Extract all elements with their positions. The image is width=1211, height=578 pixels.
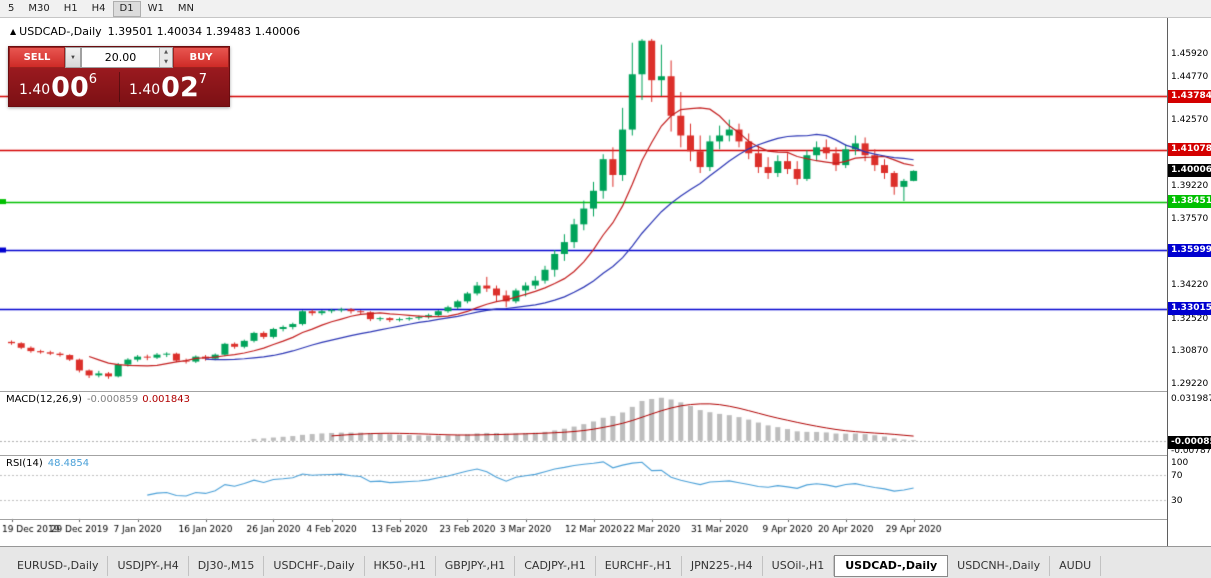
rsi-name: RSI(14): [6, 458, 43, 469]
buy-price-big: 02: [161, 72, 199, 103]
macd-indicator-label: MACD(12,26,9) -0.000859 0.001843: [6, 394, 190, 405]
chart-tab-usdjpy-h4[interactable]: USDJPY-,H4: [108, 555, 189, 576]
timeframe-button-H1[interactable]: H1: [63, 2, 78, 14]
sell-price-pip: 6: [88, 72, 98, 87]
chart-tab-gbpjpy-h1[interactable]: GBPJPY-,H1: [436, 555, 516, 576]
price-axis-label: 1.39220: [1171, 181, 1209, 192]
sell-price-big: 00: [51, 72, 89, 103]
up-triangle-icon: ▲: [10, 27, 17, 36]
volume-input[interactable]: 20.00 ▲ ▼: [81, 47, 173, 68]
timeframe-button-M30[interactable]: M30: [28, 2, 50, 14]
chart-tab-usdcnh-daily[interactable]: USDCNH-,Daily: [948, 555, 1051, 576]
price-axis: 1.45920 1.44770 1.42570 1.39220 1.37570 1.342…: [1167, 18, 1211, 546]
price-axis-label: 1.29220: [1171, 378, 1209, 389]
rsi-indicator-label: RSI(14) 48.4854: [6, 458, 89, 469]
timeframe-button-5[interactable]: 5: [8, 2, 15, 14]
price-axis-label: 1.30870: [1171, 346, 1209, 357]
current-price-badge: 1.40006: [1168, 164, 1211, 178]
spinner-up-icon[interactable]: ▲: [160, 48, 172, 58]
timeframe-button-MN[interactable]: MN: [177, 2, 194, 14]
ohlc-values: 1.39501 1.40034 1.39483 1.40006: [107, 25, 301, 38]
buy-price-prefix: 1.40: [129, 82, 161, 98]
chart-tab-cadjpy-h1[interactable]: CADJPY-,H1: [515, 555, 596, 576]
timeframe-button-W1[interactable]: W1: [147, 2, 164, 14]
chevron-down-icon: ▼: [70, 54, 76, 61]
buy-price-pip: 7: [198, 72, 208, 87]
chart-tab-usoil-h1[interactable]: USOil-,H1: [763, 555, 835, 576]
rsi-value: 48.4854: [47, 458, 90, 469]
macd-axis-min: -0.007875: [1171, 446, 1211, 456]
price-axis-label: 1.44770: [1171, 71, 1209, 82]
panel-separator-macd[interactable]: [0, 391, 1211, 392]
chart-tab-hk50-h1[interactable]: HK50-,H1: [365, 555, 436, 576]
macd-main-value: -0.000859: [86, 394, 139, 405]
level-price-badge: 1.43784: [1168, 89, 1211, 103]
chart-tab-eurusd-daily[interactable]: EURUSD-,Daily: [8, 555, 109, 576]
chart-tab-dj30-m15[interactable]: DJ30-,M15: [189, 555, 265, 576]
level-price-badge: 1.35999: [1168, 243, 1211, 257]
volume-dropdown-button[interactable]: ▼: [65, 47, 81, 68]
macd-axis-max: 0.031987: [1171, 394, 1211, 404]
level-price-badge: 1.38451: [1168, 195, 1211, 209]
chart-symbol-title: USDCAD-,Daily: [19, 25, 102, 38]
sell-price-prefix: 1.40: [19, 82, 51, 98]
timeframe-button-D1[interactable]: D1: [112, 0, 141, 17]
chart-tab-usdchf-daily[interactable]: USDCHF-,Daily: [264, 555, 365, 576]
volume-value: 20.00: [104, 51, 137, 64]
spinner-down-icon[interactable]: ▼: [160, 57, 172, 67]
price-axis-label: 1.34220: [1171, 280, 1209, 291]
price-axis-label: 1.32520: [1171, 313, 1209, 324]
chart-tab-eurchf-h1[interactable]: EURCHF-,H1: [596, 555, 682, 576]
chart-tab-jpn225-h4[interactable]: JPN225-,H4: [682, 555, 763, 576]
chart-header: ▲ USDCAD-,Daily 1.39501 1.40034 1.39483 1.…: [10, 25, 300, 38]
macd-name: MACD(12,26,9): [6, 394, 82, 405]
buy-price-display[interactable]: 1.40 02 7: [119, 68, 229, 106]
macd-signal-value: 0.001843: [142, 394, 190, 405]
chart-tabs-bar: EURUSD-,Daily USDJPY-,H4 DJ30-,M15 USDCHF-,…: [0, 546, 1211, 578]
rsi-axis-label: 70: [1171, 471, 1183, 482]
panel-separator-rsi[interactable]: [0, 455, 1211, 456]
timeframe-toolbar: 5 M30 H1 H4 D1 W1 MN: [0, 0, 1211, 18]
level-price-badge: 1.41078: [1168, 143, 1211, 157]
rsi-axis-label: 30: [1171, 495, 1183, 506]
price-divider: [119, 72, 120, 102]
price-axis-label: 1.45920: [1171, 49, 1209, 60]
macd-value-badge: -0.000859: [1168, 435, 1211, 449]
price-axis-label: 1.42570: [1171, 115, 1209, 126]
volume-spinner: ▲ ▼: [159, 48, 172, 67]
price-axis-label: 1.37570: [1171, 214, 1209, 224]
buy-button[interactable]: BUY: [173, 47, 229, 68]
level-price-badge: 1.33015: [1168, 302, 1211, 316]
chart-tab-audu[interactable]: AUDU: [1050, 555, 1102, 576]
rsi-axis-label: 100: [1171, 458, 1189, 468]
panel-separator-dates: [0, 519, 1211, 520]
sell-price-display[interactable]: 1.40 00 6: [9, 68, 119, 106]
sell-button[interactable]: SELL: [9, 47, 65, 68]
timeframe-button-H4[interactable]: H4: [91, 2, 106, 14]
chart-tab-usdcad-daily[interactable]: USDCAD-,Daily: [834, 554, 949, 577]
one-click-trade-panel: SELL ▼ 20.00 ▲ ▼ BUY 1.40 00 6 1.40 02 7: [8, 46, 230, 107]
